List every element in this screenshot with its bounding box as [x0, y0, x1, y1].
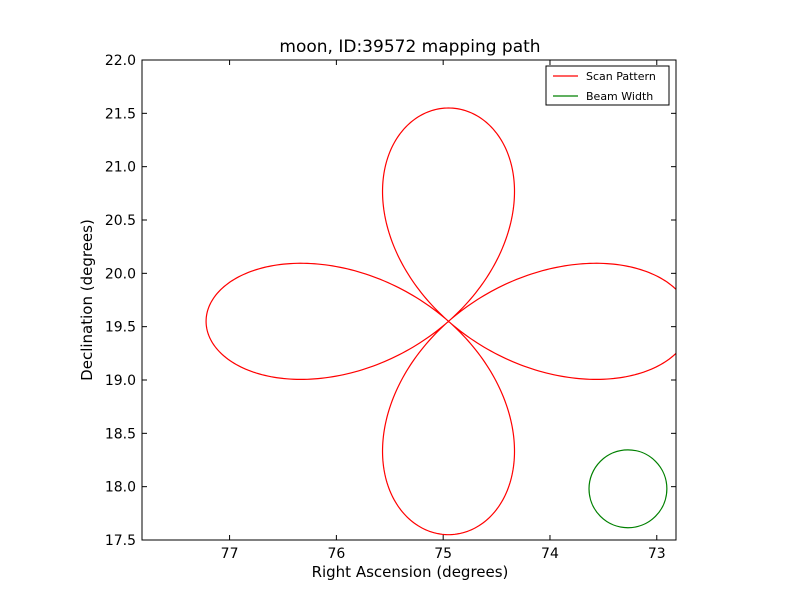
y-axis-label: Declination (degrees) — [78, 219, 96, 381]
x-tick-label: 77 — [221, 546, 239, 562]
beam-width-circle — [588, 449, 668, 529]
legend-label-beam-width: Beam Width — [586, 90, 653, 103]
y-tick-label: 21.5 — [105, 106, 136, 122]
y-tick-label: 22.0 — [105, 53, 136, 69]
legend-label-scan-pattern: Scan Pattern — [586, 70, 656, 83]
legend-box — [545, 65, 670, 106]
y-tick-label: 19.5 — [105, 320, 136, 336]
scan-pattern-line — [205, 107, 676, 536]
y-tick-label: 18.0 — [105, 480, 136, 496]
x-tick-label: 73 — [648, 546, 666, 562]
x-axis-label: Right Ascension (degrees) — [312, 563, 509, 581]
chart-title: moon, ID:39572 mapping path — [279, 37, 540, 57]
plot-background — [142, 60, 676, 540]
x-tick-label: 74 — [541, 546, 559, 562]
series-layer — [205, 107, 676, 536]
y-tick-label: 20.0 — [105, 266, 136, 282]
tick-layer: 77 76 75 74 73 17.5 18.0 18.5 19.0 19.5 20.0 20.5 21… — [105, 53, 676, 562]
y-tick-label: 17.5 — [105, 533, 136, 549]
y-tick-label: 19.0 — [105, 373, 136, 389]
y-tick-label: 21.0 — [105, 160, 136, 176]
x-tick-label: 75 — [434, 546, 452, 562]
legend: Scan Pattern Beam Width — [545, 65, 670, 106]
plot-frame — [141, 59, 677, 541]
y-tick-label: 20.5 — [105, 213, 136, 229]
y-tick-label: 18.5 — [105, 426, 136, 442]
x-tick-label: 76 — [327, 546, 345, 562]
